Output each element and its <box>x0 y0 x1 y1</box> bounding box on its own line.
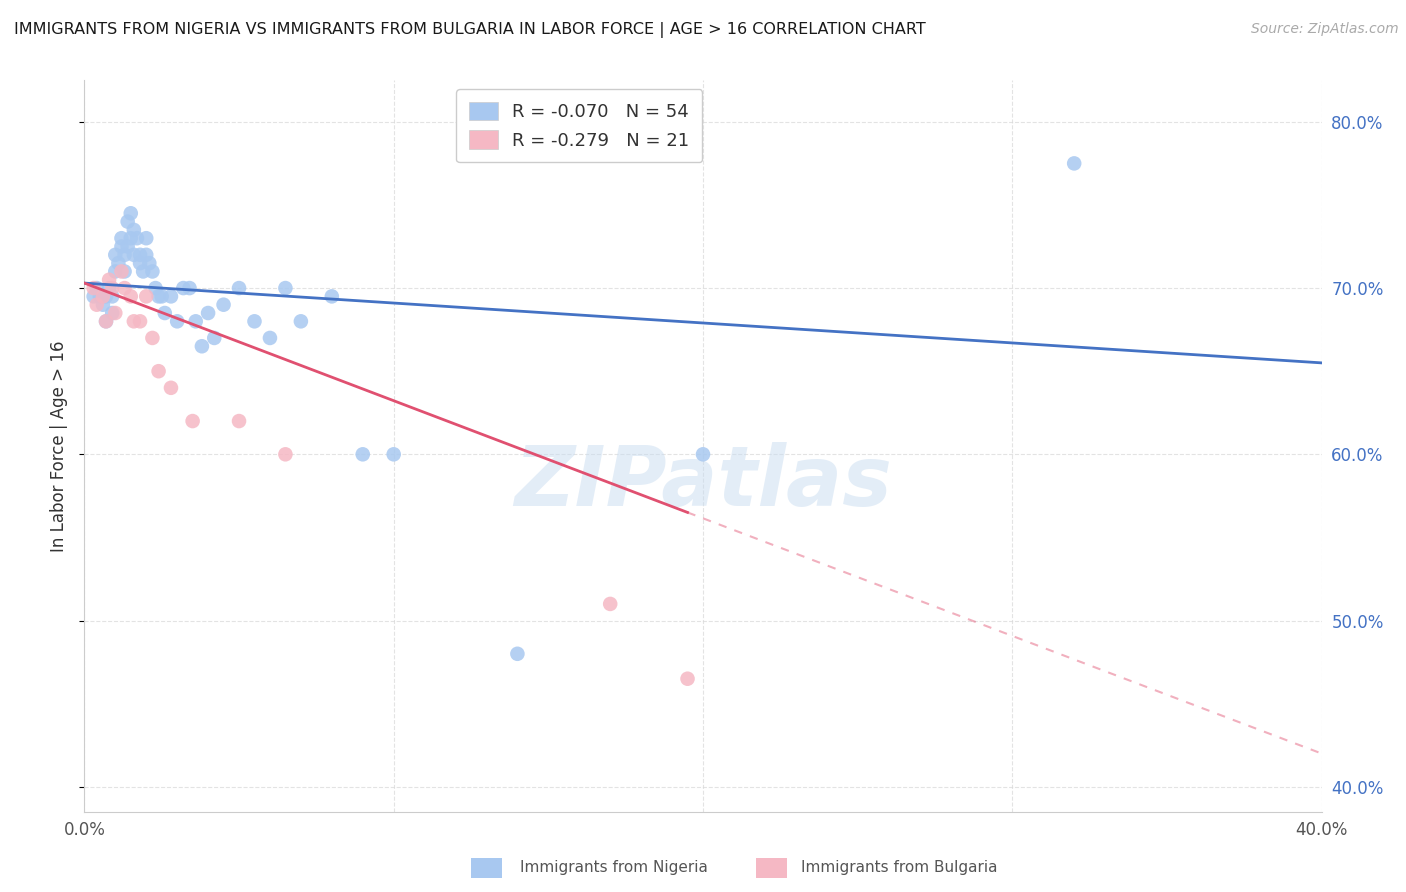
Point <box>110 239 132 253</box>
Point <box>98 273 121 287</box>
Point <box>202 331 225 345</box>
Point <box>101 306 124 320</box>
Point <box>101 281 124 295</box>
Point <box>94 289 117 303</box>
Point <box>382 447 405 461</box>
Point <box>228 414 250 428</box>
Point <box>141 331 163 345</box>
Point <box>129 256 152 270</box>
Point <box>160 289 183 303</box>
Point <box>692 447 714 461</box>
Point <box>274 447 297 461</box>
Point <box>122 223 145 237</box>
Point <box>120 206 142 220</box>
Point <box>110 231 132 245</box>
Point <box>91 298 114 312</box>
Point <box>506 647 529 661</box>
Point <box>98 281 121 295</box>
Point <box>86 298 108 312</box>
Point <box>117 214 139 228</box>
Point <box>184 314 207 328</box>
Point <box>129 314 152 328</box>
Point <box>120 231 142 245</box>
Point <box>676 672 699 686</box>
Point <box>141 264 163 278</box>
Point <box>83 289 105 303</box>
Point <box>104 264 127 278</box>
Legend: R = -0.070   N = 54, R = -0.279   N = 21: R = -0.070 N = 54, R = -0.279 N = 21 <box>457 89 702 162</box>
Point <box>191 339 214 353</box>
Point <box>114 264 136 278</box>
Point <box>125 231 148 245</box>
Point <box>83 281 105 295</box>
Point <box>153 306 176 320</box>
Point <box>94 314 117 328</box>
Y-axis label: In Labor Force | Age > 16: In Labor Force | Age > 16 <box>51 340 69 552</box>
Point <box>135 248 157 262</box>
Point <box>274 281 297 295</box>
Point <box>120 289 142 303</box>
Point <box>166 314 188 328</box>
Point <box>86 281 108 295</box>
Point <box>172 281 194 295</box>
Point <box>107 256 129 270</box>
Point <box>179 281 201 295</box>
Point <box>259 331 281 345</box>
Text: Immigrants from Nigeria: Immigrants from Nigeria <box>520 860 709 874</box>
Point <box>101 289 124 303</box>
Point <box>91 289 114 303</box>
Point <box>110 264 132 278</box>
Point <box>1063 156 1085 170</box>
Point <box>132 264 155 278</box>
Point <box>89 289 111 303</box>
Point <box>135 231 157 245</box>
Point <box>212 298 235 312</box>
Point <box>135 289 157 303</box>
Point <box>599 597 621 611</box>
Point <box>181 414 204 428</box>
Point <box>117 239 139 253</box>
Point <box>148 364 170 378</box>
Text: Source: ZipAtlas.com: Source: ZipAtlas.com <box>1251 22 1399 37</box>
Point <box>145 281 167 295</box>
Point <box>160 381 183 395</box>
Point <box>148 289 170 303</box>
Point <box>138 256 160 270</box>
Point <box>197 306 219 320</box>
Point <box>122 248 145 262</box>
Point <box>114 248 136 262</box>
Point <box>104 306 127 320</box>
Text: ZIPatlas: ZIPatlas <box>515 442 891 523</box>
Point <box>352 447 374 461</box>
Point <box>290 314 312 328</box>
Point <box>228 281 250 295</box>
Point <box>150 289 173 303</box>
Point <box>114 281 136 295</box>
Point <box>243 314 266 328</box>
Point <box>122 314 145 328</box>
Point <box>104 248 127 262</box>
Text: Immigrants from Bulgaria: Immigrants from Bulgaria <box>801 860 998 874</box>
Point <box>129 248 152 262</box>
Point <box>94 314 117 328</box>
Text: IMMIGRANTS FROM NIGERIA VS IMMIGRANTS FROM BULGARIA IN LABOR FORCE | AGE > 16 CO: IMMIGRANTS FROM NIGERIA VS IMMIGRANTS FR… <box>14 22 925 38</box>
Point <box>321 289 343 303</box>
